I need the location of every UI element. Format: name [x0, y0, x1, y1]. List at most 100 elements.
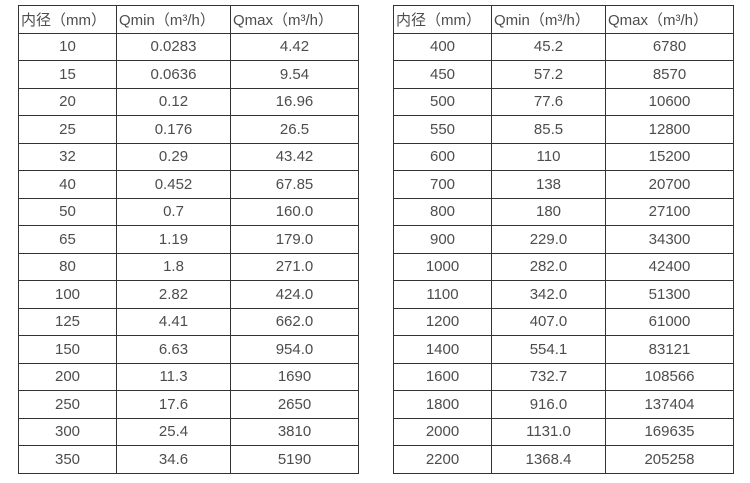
- cell-qmax: 16.96: [230, 87, 359, 116]
- cell-qmin: 1131.0: [491, 417, 606, 446]
- spec-table-small-diameters: 内径（mm） Qmin（m³/h） Qmax（m³/h） 10 0.0283 4.4…: [18, 5, 359, 474]
- cell-qmax: 83121: [605, 335, 734, 364]
- cell-qmin: 229.0: [491, 225, 606, 254]
- cell-qmax: 271.0: [230, 252, 359, 281]
- cell-diameter: 1800: [393, 390, 492, 419]
- cell-qmin: 25.4: [116, 417, 231, 446]
- cell-qmax: 8570: [605, 60, 734, 89]
- cell-qmax: 15200: [605, 142, 734, 171]
- cell-diameter: 100: [18, 280, 117, 309]
- table-row: 80 1.8 271.0: [18, 252, 359, 281]
- cell-qmax: 9.54: [230, 60, 359, 89]
- cell-diameter: 1400: [393, 335, 492, 364]
- cell-qmin: 4.41: [116, 307, 231, 336]
- header-diameter: 内径（mm）: [393, 5, 492, 34]
- cell-qmax: 42400: [605, 252, 734, 281]
- cell-qmax: 34300: [605, 225, 734, 254]
- header-qmax: Qmax（m³/h）: [605, 5, 734, 34]
- table-row: 800 180 27100: [393, 197, 734, 226]
- cell-qmin: 1368.4: [491, 445, 606, 474]
- cell-qmin: 342.0: [491, 280, 606, 309]
- cell-diameter: 600: [393, 142, 492, 171]
- cell-qmax: 3810: [230, 417, 359, 446]
- cell-diameter: 400: [393, 32, 492, 61]
- cell-qmax: 108566: [605, 362, 734, 391]
- cell-qmax: 179.0: [230, 225, 359, 254]
- table-row: 1100 342.0 51300: [393, 280, 734, 309]
- cell-diameter: 10: [18, 32, 117, 61]
- cell-qmax: 10600: [605, 87, 734, 116]
- cell-diameter: 450: [393, 60, 492, 89]
- cell-diameter: 500: [393, 87, 492, 116]
- table-row: 1200 407.0 61000: [393, 307, 734, 336]
- cell-qmax: 4.42: [230, 32, 359, 61]
- cell-diameter: 1000: [393, 252, 492, 281]
- cell-qmin: 34.6: [116, 445, 231, 474]
- table-row: 900 229.0 34300: [393, 225, 734, 254]
- cell-qmax: 424.0: [230, 280, 359, 309]
- cell-qmin: 2.82: [116, 280, 231, 309]
- table-row: 40 0.452 67.85: [18, 170, 359, 199]
- tables-container: 内径（mm） Qmin（m³/h） Qmax（m³/h） 10 0.0283 4.4…: [18, 5, 734, 474]
- cell-diameter: 40: [18, 170, 117, 199]
- cell-qmax: 20700: [605, 170, 734, 199]
- table-row: 1000 282.0 42400: [393, 252, 734, 281]
- table-header-row: 内径（mm） Qmin（m³/h） Qmax（m³/h）: [18, 5, 359, 34]
- cell-diameter: 800: [393, 197, 492, 226]
- table-row: 700 138 20700: [393, 170, 734, 199]
- cell-qmin: 77.6: [491, 87, 606, 116]
- cell-diameter: 20: [18, 87, 117, 116]
- table-row: 15 0.0636 9.54: [18, 60, 359, 89]
- cell-diameter: 1100: [393, 280, 492, 309]
- cell-diameter: 2000: [393, 417, 492, 446]
- cell-qmin: 57.2: [491, 60, 606, 89]
- cell-qmax: 67.85: [230, 170, 359, 199]
- cell-qmin: 0.12: [116, 87, 231, 116]
- table-row: 2200 1368.4 205258: [393, 445, 734, 474]
- cell-diameter: 32: [18, 142, 117, 171]
- table-row: 350 34.6 5190: [18, 445, 359, 474]
- cell-diameter: 150: [18, 335, 117, 364]
- cell-qmax: 6780: [605, 32, 734, 61]
- table-row: 550 85.5 12800: [393, 115, 734, 144]
- cell-diameter: 900: [393, 225, 492, 254]
- table-row: 50 0.7 160.0: [18, 197, 359, 226]
- cell-qmax: 12800: [605, 115, 734, 144]
- table-row: 2000 1131.0 169635: [393, 417, 734, 446]
- cell-qmin: 85.5: [491, 115, 606, 144]
- table-row: 1600 732.7 108566: [393, 362, 734, 391]
- table-row: 100 2.82 424.0: [18, 280, 359, 309]
- cell-diameter: 2200: [393, 445, 492, 474]
- cell-qmin: 282.0: [491, 252, 606, 281]
- cell-qmin: 916.0: [491, 390, 606, 419]
- table-row: 10 0.0283 4.42: [18, 32, 359, 61]
- table-row: 400 45.2 6780: [393, 32, 734, 61]
- cell-qmax: 26.5: [230, 115, 359, 144]
- cell-qmin: 6.63: [116, 335, 231, 364]
- cell-qmin: 0.176: [116, 115, 231, 144]
- cell-qmin: 0.0636: [116, 60, 231, 89]
- table-row: 125 4.41 662.0: [18, 307, 359, 336]
- header-qmin: Qmin（m³/h）: [116, 5, 231, 34]
- cell-qmin: 554.1: [491, 335, 606, 364]
- cell-diameter: 65: [18, 225, 117, 254]
- table-row: 300 25.4 3810: [18, 417, 359, 446]
- cell-diameter: 1600: [393, 362, 492, 391]
- header-qmax: Qmax（m³/h）: [230, 5, 359, 34]
- cell-qmax: 160.0: [230, 197, 359, 226]
- table-row: 32 0.29 43.42: [18, 142, 359, 171]
- cell-qmin: 0.7: [116, 197, 231, 226]
- cell-qmin: 11.3: [116, 362, 231, 391]
- cell-diameter: 300: [18, 417, 117, 446]
- cell-qmax: 662.0: [230, 307, 359, 336]
- cell-qmax: 205258: [605, 445, 734, 474]
- table-row: 500 77.6 10600: [393, 87, 734, 116]
- cell-qmax: 137404: [605, 390, 734, 419]
- table-header-row: 内径（mm） Qmin（m³/h） Qmax（m³/h）: [393, 5, 734, 34]
- table-row: 1800 916.0 137404: [393, 390, 734, 419]
- cell-diameter: 700: [393, 170, 492, 199]
- table-row: 250 17.6 2650: [18, 390, 359, 419]
- header-diameter: 内径（mm）: [18, 5, 117, 34]
- cell-diameter: 350: [18, 445, 117, 474]
- header-qmin: Qmin（m³/h）: [491, 5, 606, 34]
